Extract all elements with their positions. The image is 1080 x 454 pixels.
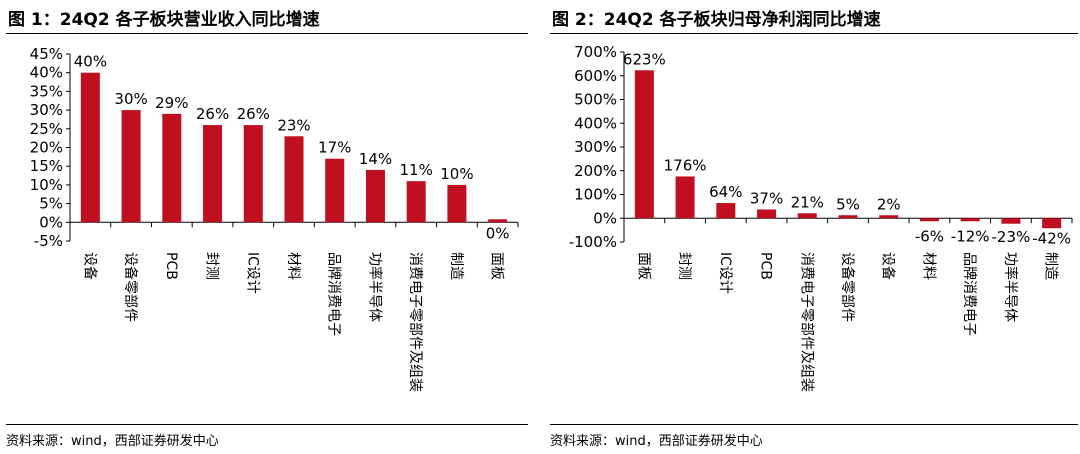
bar: [960, 218, 980, 222]
bar: [675, 176, 695, 219]
category-label: 面板: [635, 252, 651, 280]
category-label: 制造: [1043, 252, 1059, 280]
value-label: 40%: [74, 53, 107, 71]
y-tick-label: 300%: [574, 138, 617, 156]
y-tick-label: 20%: [30, 139, 63, 157]
category-label: 制造: [448, 252, 464, 280]
y-tick-label: 700%: [574, 43, 617, 61]
value-label: 30%: [114, 90, 147, 108]
chart-panel-revenue: 图 1：24Q2 各子板块营业收入同比增速 45% 40% 35% 30% 25% 20%…: [0, 0, 532, 454]
bar-chart-profit: 700% 600% 500% 400% 300% 200% 100% 0% -100% 623% 面…: [569, 43, 1073, 392]
value-label: 11%: [400, 161, 433, 179]
value-label: 26%: [196, 105, 229, 123]
bar: [284, 136, 304, 223]
value-label: 5%: [836, 195, 860, 213]
value-label: 14%: [359, 150, 392, 168]
category-label: 封测: [676, 252, 692, 280]
bar: [879, 215, 899, 219]
category-label: 功率半导体: [1002, 252, 1019, 322]
category-label: 面板: [489, 252, 505, 280]
bar: [121, 110, 141, 223]
value-label: 21%: [791, 193, 824, 211]
bar: [80, 72, 100, 223]
y-tick-label: 5%: [39, 195, 63, 213]
y-tick-label: -100%: [569, 233, 617, 251]
bar: [797, 213, 817, 219]
category-label: 设备: [81, 252, 98, 280]
y-tick-label: 600%: [574, 67, 617, 85]
source-note: 资料来源：wind，西部证券研发中心: [550, 434, 763, 449]
value-label: 0%: [486, 224, 510, 242]
category-label: 设备零部件: [122, 252, 139, 322]
bar-chart-revenue: 45%40%35%30%25%20%15%10%5%0%-5%40%设备30%设…: [30, 45, 519, 392]
bar: [1042, 218, 1062, 229]
chart-panel-profit: 图 2：24Q2 各子板块归母净利润同比增速 700% 600% 500% 400% 3…: [544, 0, 1080, 454]
value-label: 10%: [440, 165, 473, 183]
bar: [365, 169, 385, 223]
y-tick-label: 35%: [30, 82, 63, 100]
category-label: IC设计: [244, 252, 260, 294]
y-tick-label: 10%: [30, 176, 63, 194]
y-tick-label: 40%: [30, 64, 63, 82]
source-note: 资料来源：wind，西部证券研发中心: [6, 434, 219, 449]
value-label: 29%: [155, 94, 188, 112]
title-divider: [6, 33, 528, 34]
bar: [162, 113, 182, 223]
bar: [406, 181, 426, 223]
category-label: PCB: [758, 252, 774, 280]
y-tick-label: 45%: [30, 45, 63, 63]
title-divider: [550, 33, 1078, 34]
bar: [634, 70, 654, 219]
category-label: 材料: [920, 252, 936, 280]
category-label: IC设计: [717, 252, 733, 294]
chart-title: 图 1：24Q2 各子板块营业收入同比增速: [8, 10, 320, 30]
category-label: PCB: [163, 252, 179, 280]
value-label: 26%: [237, 105, 270, 123]
bar: [325, 158, 345, 223]
value-label: 37%: [750, 189, 783, 207]
source-divider: [6, 424, 528, 425]
y-tick-label: 500%: [574, 91, 617, 109]
value-label: -12%: [951, 227, 990, 245]
category-label: 功率半导体: [366, 252, 383, 322]
y-tick-label: 0%: [39, 213, 63, 231]
value-label: 64%: [709, 183, 742, 201]
category-label: 消费电子零部件及组装: [798, 252, 814, 392]
category-label: 品牌消费电子: [326, 252, 343, 336]
y-tick-label: 0%: [593, 209, 617, 227]
bar: [1001, 218, 1021, 224]
y-tick-label: 100%: [574, 186, 617, 204]
category-label: 消费电子零部件及组装: [407, 252, 423, 392]
category-label: 设备零部件: [839, 252, 856, 322]
bar: [447, 184, 467, 223]
y-tick-label: 15%: [30, 157, 63, 175]
chart-title: 图 2：24Q2 各子板块归母净利润同比增速: [552, 10, 881, 30]
y-tick-label: 400%: [574, 114, 617, 132]
value-label: -42%: [1032, 230, 1071, 248]
value-label: 23%: [277, 116, 310, 134]
bar: [716, 203, 736, 219]
category-label: 设备: [880, 252, 897, 280]
value-label: 2%: [877, 195, 901, 213]
y-tick-label: 200%: [574, 162, 617, 180]
value-label: 176%: [664, 156, 707, 174]
value-label: -23%: [992, 228, 1031, 246]
bar: [203, 125, 223, 223]
bar: [757, 209, 777, 219]
value-label: -6%: [915, 227, 944, 245]
y-tick-label: 25%: [30, 120, 63, 138]
y-tick-label: -5%: [34, 232, 63, 250]
bar: [919, 218, 939, 222]
category-label: 材料: [285, 252, 301, 280]
value-label: 623%: [623, 50, 666, 68]
bar: [838, 215, 858, 219]
value-label: 17%: [318, 139, 351, 157]
source-divider: [550, 424, 1078, 425]
category-label: 品牌消费电子: [961, 252, 978, 336]
bar: [488, 219, 508, 223]
category-label: 封测: [204, 252, 220, 280]
bar: [243, 125, 263, 223]
y-tick-label: 30%: [30, 101, 63, 119]
